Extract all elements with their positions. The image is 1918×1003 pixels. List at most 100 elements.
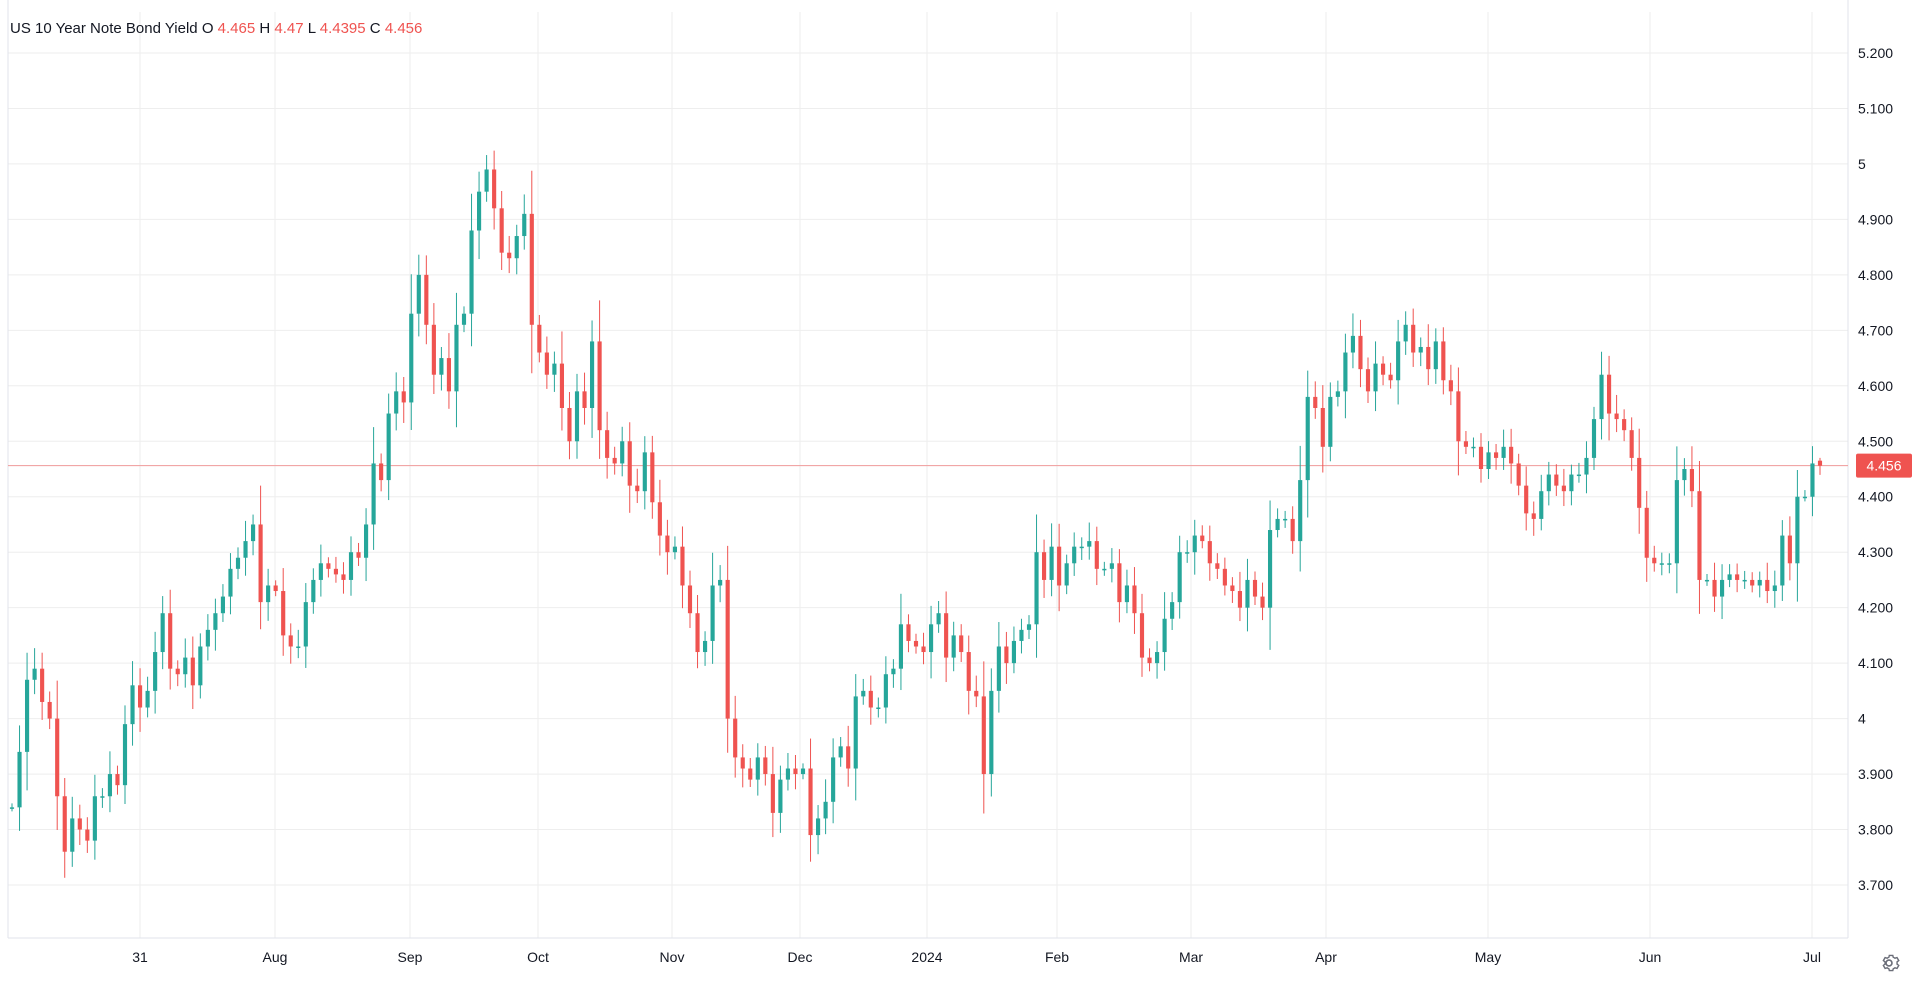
- candle[interactable]: [1652, 545, 1657, 572]
- candle[interactable]: [687, 570, 693, 629]
- candle[interactable]: [1742, 570, 1747, 589]
- candle[interactable]: [32, 648, 37, 695]
- candle[interactable]: [778, 765, 783, 833]
- candle[interactable]: [1072, 532, 1077, 576]
- candle[interactable]: [1802, 490, 1808, 502]
- candle[interactable]: [137, 668, 143, 732]
- candle[interactable]: [424, 255, 429, 345]
- candle[interactable]: [1380, 356, 1386, 386]
- candle[interactable]: [921, 632, 926, 665]
- candle[interactable]: [740, 744, 745, 788]
- candle[interactable]: [1094, 526, 1099, 586]
- candle[interactable]: [1396, 319, 1401, 405]
- candle[interactable]: [92, 774, 97, 860]
- candle[interactable]: [853, 674, 858, 801]
- candle[interactable]: [1546, 461, 1551, 506]
- candle[interactable]: [55, 680, 60, 830]
- candle[interactable]: [1252, 571, 1258, 606]
- candle[interactable]: [1591, 406, 1597, 471]
- candle[interactable]: [1343, 333, 1348, 419]
- candle[interactable]: [145, 676, 150, 718]
- candle[interactable]: [1418, 337, 1423, 367]
- candle[interactable]: [446, 333, 452, 409]
- candle[interactable]: [748, 757, 753, 787]
- candle[interactable]: [1192, 519, 1197, 575]
- candle[interactable]: [672, 536, 678, 560]
- candle[interactable]: [175, 660, 180, 687]
- candle[interactable]: [1290, 506, 1295, 554]
- candle[interactable]: [1177, 535, 1182, 619]
- candle[interactable]: [40, 652, 45, 720]
- candle[interactable]: [9, 803, 15, 812]
- candle[interactable]: [499, 191, 504, 270]
- candle[interactable]: [107, 751, 113, 813]
- candle[interactable]: [311, 568, 316, 614]
- candle[interactable]: [1719, 564, 1725, 620]
- candle[interactable]: [1139, 593, 1145, 677]
- candle[interactable]: [815, 805, 821, 855]
- candle[interactable]: [1267, 500, 1273, 650]
- candle[interactable]: [386, 393, 391, 501]
- candle[interactable]: [1411, 308, 1416, 367]
- gear-icon[interactable]: [1876, 950, 1902, 976]
- candle[interactable]: [100, 788, 105, 808]
- candle[interactable]: [1388, 362, 1393, 389]
- candle[interactable]: [966, 635, 971, 715]
- candle[interactable]: [1358, 319, 1363, 388]
- candle[interactable]: [363, 508, 369, 582]
- candle[interactable]: [318, 544, 323, 597]
- candle[interactable]: [763, 745, 768, 786]
- candle[interactable]: [770, 746, 775, 838]
- candle[interactable]: [1531, 501, 1536, 536]
- candle[interactable]: [47, 691, 52, 730]
- candle[interactable]: [876, 697, 881, 718]
- candle[interactable]: [1516, 453, 1521, 496]
- candle[interactable]: [1478, 433, 1484, 483]
- candle[interactable]: [1335, 380, 1340, 407]
- candle[interactable]: [469, 193, 474, 347]
- candle[interactable]: [1569, 464, 1574, 506]
- candle[interactable]: [356, 542, 361, 566]
- candle[interactable]: [243, 520, 248, 576]
- candle[interactable]: [1200, 525, 1205, 549]
- candle[interactable]: [1313, 381, 1318, 419]
- candle[interactable]: [657, 479, 662, 556]
- candle[interactable]: [1079, 537, 1084, 560]
- candle[interactable]: [936, 601, 941, 633]
- candle[interactable]: [198, 633, 203, 699]
- candle[interactable]: [228, 553, 233, 615]
- candle[interactable]: [906, 614, 911, 653]
- candle[interactable]: [1637, 428, 1642, 534]
- candle[interactable]: [183, 638, 188, 688]
- candle[interactable]: [333, 556, 339, 583]
- candle[interactable]: [1765, 562, 1770, 604]
- candle[interactable]: [567, 392, 572, 460]
- candle[interactable]: [1787, 516, 1792, 581]
- candle[interactable]: [838, 737, 843, 767]
- candle[interactable]: [394, 372, 399, 431]
- candle[interactable]: [544, 336, 549, 389]
- candle[interactable]: [1034, 514, 1039, 658]
- candle[interactable]: [1493, 444, 1499, 470]
- candle[interactable]: [326, 557, 331, 578]
- candle[interactable]: [1373, 341, 1378, 412]
- candle[interactable]: [303, 583, 308, 668]
- candle[interactable]: [1004, 631, 1009, 684]
- candle[interactable]: [1426, 324, 1431, 386]
- candle[interactable]: [1509, 428, 1514, 484]
- candle[interactable]: [1305, 370, 1310, 518]
- candle[interactable]: [1622, 409, 1627, 442]
- candle[interactable]: [755, 743, 760, 796]
- candle[interactable]: [861, 678, 866, 705]
- candle[interactable]: [898, 593, 904, 691]
- candle[interactable]: [409, 274, 414, 431]
- candle[interactable]: [989, 668, 994, 797]
- candle[interactable]: [213, 598, 218, 651]
- candle[interactable]: [793, 754, 798, 790]
- candle[interactable]: [650, 435, 655, 519]
- candle[interactable]: [70, 796, 75, 867]
- candle[interactable]: [1185, 540, 1190, 563]
- candle[interactable]: [1501, 429, 1506, 470]
- candle[interactable]: [1350, 313, 1356, 369]
- candle[interactable]: [1735, 563, 1740, 593]
